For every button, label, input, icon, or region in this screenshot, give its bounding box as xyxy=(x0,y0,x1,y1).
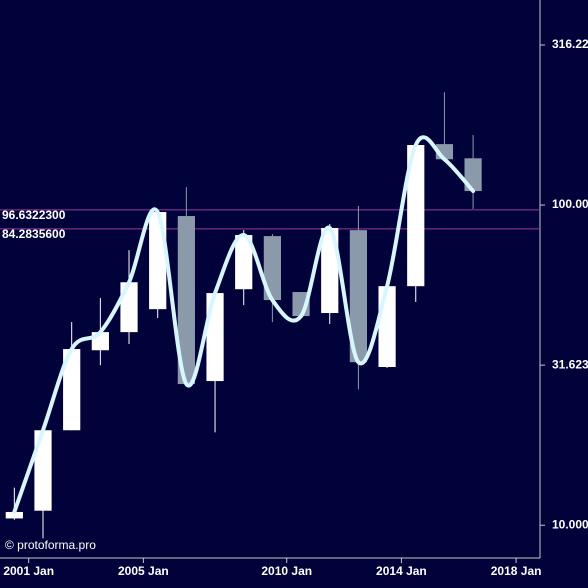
candle-body xyxy=(263,236,281,301)
x-tick-label: 2010 Jan xyxy=(261,564,312,578)
x-tick-label: 2001 Jan xyxy=(3,564,54,578)
y-tick-label: 316.228 xyxy=(552,37,588,51)
candle-body xyxy=(177,216,195,385)
x-tick-label: 2005 Jan xyxy=(118,564,169,578)
candle-body xyxy=(378,286,396,368)
candle-body xyxy=(206,293,224,382)
close-line xyxy=(12,135,476,514)
reference-label: 96.6322300 xyxy=(2,208,66,222)
candle-body xyxy=(321,227,339,314)
candle-body xyxy=(407,145,425,287)
candle-body xyxy=(120,282,138,333)
x-tick-label: 2014 Jan xyxy=(376,564,427,578)
candle-body xyxy=(63,349,81,431)
candle-body xyxy=(5,511,23,519)
y-tick-label: 100.000 xyxy=(552,197,588,211)
candle-body xyxy=(235,235,253,290)
watermark: © protoforma.pro xyxy=(5,538,96,552)
candle-body xyxy=(349,230,368,363)
reference-label: 84.2835600 xyxy=(2,227,66,241)
y-tick-label: 10.000 xyxy=(552,517,588,531)
candle-body xyxy=(34,430,52,511)
x-tick-label: 2018 Jan xyxy=(491,564,542,578)
y-tick-label: 31.623 xyxy=(552,357,588,371)
